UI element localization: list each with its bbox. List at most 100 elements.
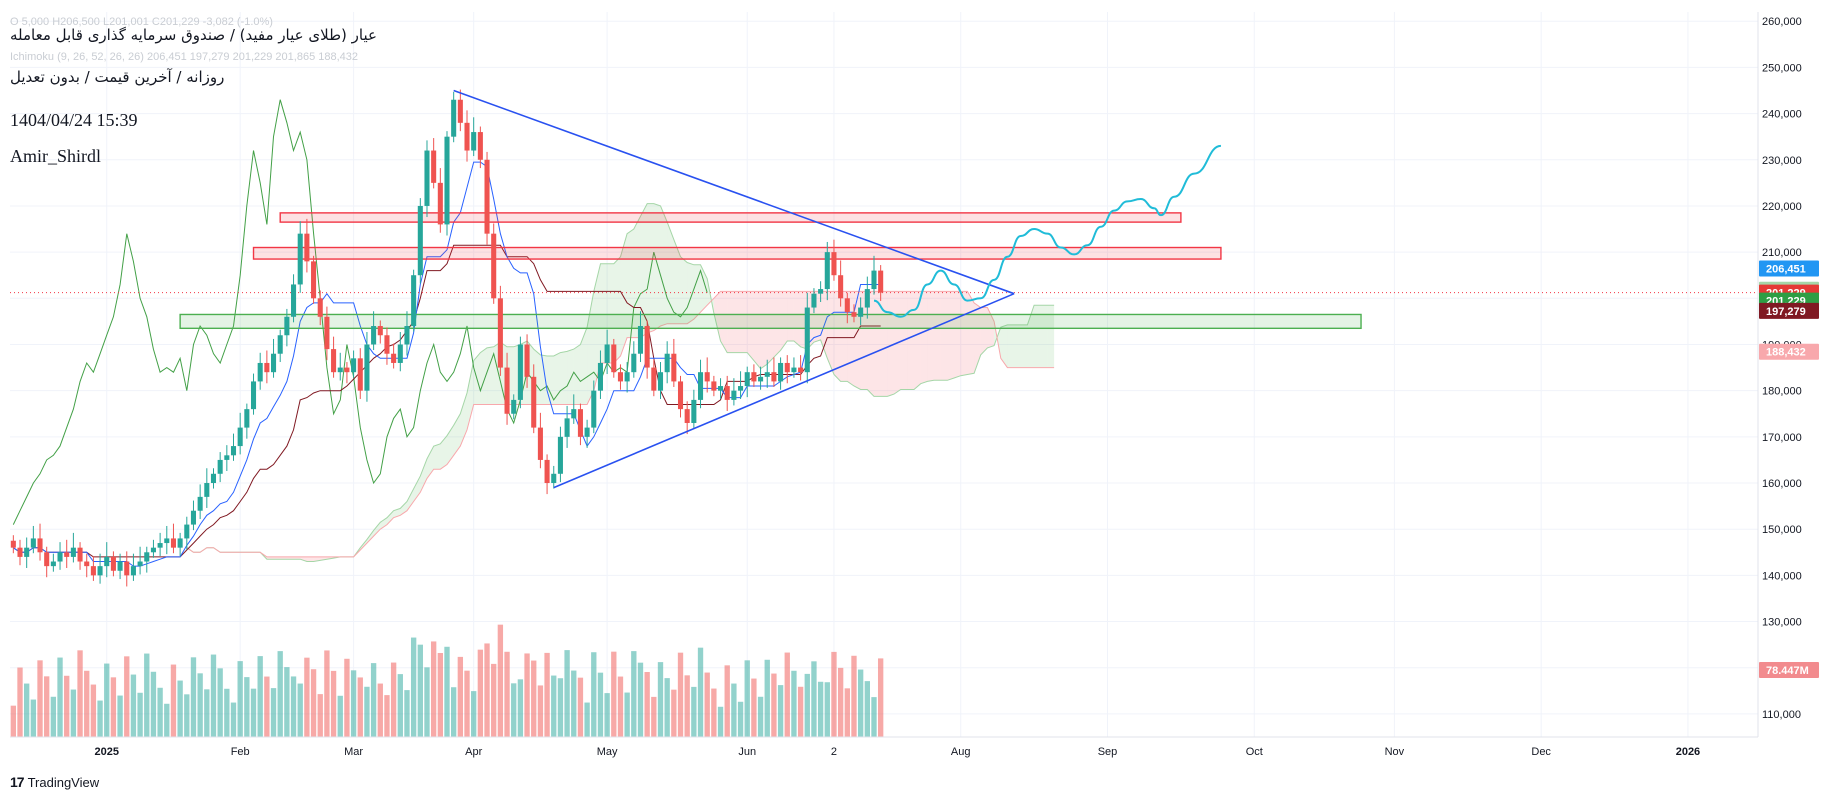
volume-bar bbox=[357, 677, 363, 737]
volume-bar bbox=[771, 673, 777, 737]
volume-bar bbox=[604, 693, 610, 737]
candle bbox=[57, 542, 63, 570]
cloud-segment bbox=[453, 413, 461, 456]
candle-body bbox=[70, 547, 76, 557]
candles bbox=[10, 89, 884, 587]
candle-body bbox=[744, 372, 750, 387]
x-tick-label: 2 bbox=[831, 746, 837, 758]
candle bbox=[624, 362, 630, 393]
leading-span-b bbox=[186, 290, 1055, 558]
candle-body bbox=[250, 381, 257, 410]
cloud-segment bbox=[286, 556, 294, 560]
candle bbox=[697, 359, 704, 409]
candle bbox=[444, 131, 450, 236]
candle bbox=[718, 378, 724, 399]
candle-body bbox=[284, 316, 290, 336]
volume-bar bbox=[90, 684, 97, 737]
candle bbox=[597, 350, 603, 399]
y-tick-label: 140,000 bbox=[1762, 570, 1802, 582]
cloud-segment bbox=[920, 291, 928, 384]
candle bbox=[831, 239, 837, 281]
volume-bar bbox=[117, 695, 123, 737]
cloud-segment bbox=[733, 291, 741, 353]
candle-body bbox=[504, 367, 510, 414]
candle bbox=[871, 255, 877, 295]
candle bbox=[537, 412, 543, 469]
candle-body bbox=[571, 409, 577, 419]
candle-body bbox=[170, 538, 176, 548]
volume-bar bbox=[597, 672, 604, 737]
volume-bar bbox=[164, 703, 170, 737]
volume-bar bbox=[244, 677, 250, 737]
candle bbox=[451, 91, 457, 143]
candle-body bbox=[778, 362, 784, 382]
candle-body bbox=[124, 561, 130, 576]
candle-body bbox=[804, 307, 810, 373]
candle bbox=[130, 553, 136, 581]
volume-bar bbox=[657, 662, 664, 737]
author-name: Amir_Shirdl bbox=[10, 146, 102, 166]
cloud-segment bbox=[954, 291, 961, 378]
candle bbox=[497, 285, 503, 376]
candle bbox=[684, 401, 690, 435]
candle bbox=[724, 375, 730, 411]
candle bbox=[818, 281, 824, 302]
candle-body bbox=[738, 386, 744, 391]
candle bbox=[304, 218, 310, 273]
volume-bar bbox=[864, 681, 870, 737]
cloud-segment bbox=[366, 530, 374, 544]
volume-bar bbox=[551, 675, 557, 737]
candle bbox=[177, 532, 183, 556]
x-tick-label: May bbox=[597, 746, 618, 758]
cloud-segment bbox=[613, 256, 621, 363]
y-tick-label: 210,000 bbox=[1762, 247, 1802, 259]
cloud-segment bbox=[673, 239, 681, 324]
cloud-segment bbox=[426, 446, 434, 479]
cloud-segment bbox=[974, 302, 981, 374]
candle bbox=[17, 539, 23, 566]
candle-body bbox=[204, 483, 210, 497]
candle-body bbox=[784, 362, 790, 373]
candle-body bbox=[704, 372, 710, 382]
candle bbox=[44, 546, 50, 578]
cloud-segment bbox=[280, 556, 287, 560]
cloud-segment bbox=[1007, 324, 1015, 368]
candle bbox=[711, 375, 717, 397]
candle-body bbox=[50, 561, 56, 567]
cloud-segment bbox=[440, 435, 447, 470]
volume-bar bbox=[704, 672, 710, 737]
candle bbox=[391, 343, 397, 369]
price-label-bg bbox=[1759, 260, 1819, 277]
candle-body bbox=[791, 367, 797, 373]
volume-bar bbox=[370, 663, 377, 737]
volume-bar bbox=[177, 680, 183, 737]
tradingview-brand[interactable]: 17 TradingView bbox=[10, 774, 99, 790]
cloud-segment bbox=[300, 556, 307, 562]
candle bbox=[150, 539, 156, 558]
volume-bars bbox=[10, 624, 884, 737]
time-axis: 2025 Feb Mar Apr May Jun 2 Aug Sep Oct Nov Dec 2026 bbox=[10, 736, 1758, 758]
y-tick-label: 250,000 bbox=[1762, 62, 1802, 74]
cloud-segment bbox=[940, 291, 948, 381]
candle-body bbox=[451, 99, 457, 137]
price-label: 188,432 bbox=[1766, 347, 1806, 359]
candle bbox=[784, 355, 790, 384]
chart-subtitle: روزانه / آخرین قیمت / بدون تعدیل bbox=[10, 68, 225, 86]
volume-bar bbox=[824, 682, 830, 737]
volume-bar bbox=[24, 683, 30, 737]
candle-body bbox=[351, 358, 357, 373]
cloud-segment bbox=[927, 291, 935, 382]
candle-body bbox=[838, 275, 844, 299]
candle bbox=[97, 553, 103, 584]
candle bbox=[457, 89, 463, 132]
cloud-segment bbox=[653, 203, 661, 331]
candle-body bbox=[818, 289, 824, 294]
candle bbox=[224, 445, 230, 472]
volume-bar bbox=[104, 663, 110, 737]
volume-bar bbox=[110, 677, 117, 737]
candle bbox=[591, 380, 597, 434]
volume-bar bbox=[451, 687, 457, 737]
candle bbox=[551, 465, 557, 489]
candle bbox=[317, 290, 323, 326]
